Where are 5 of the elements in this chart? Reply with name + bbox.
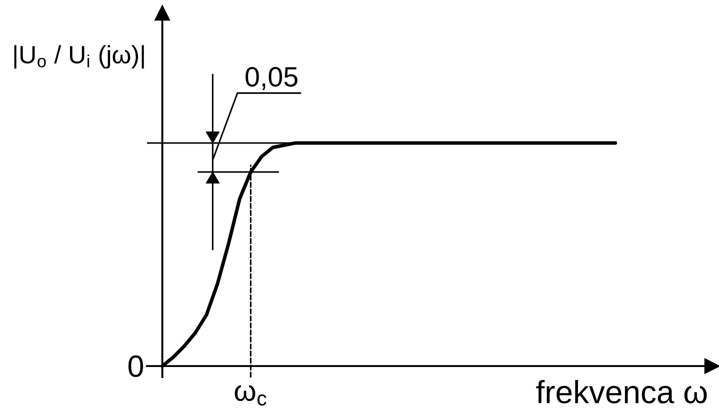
text: 0,05 bbox=[246, 67, 298, 90]
annotation: ω$_{c}$ bbox=[234, 385, 266, 406]
x-axis-title: frekvenca ω bbox=[536, 380, 707, 404]
y-axis-title: |U$_{o}$ / U$_{i}$ (jω)| bbox=[14, 45, 144, 69]
text: 0 bbox=[128, 355, 144, 378]
